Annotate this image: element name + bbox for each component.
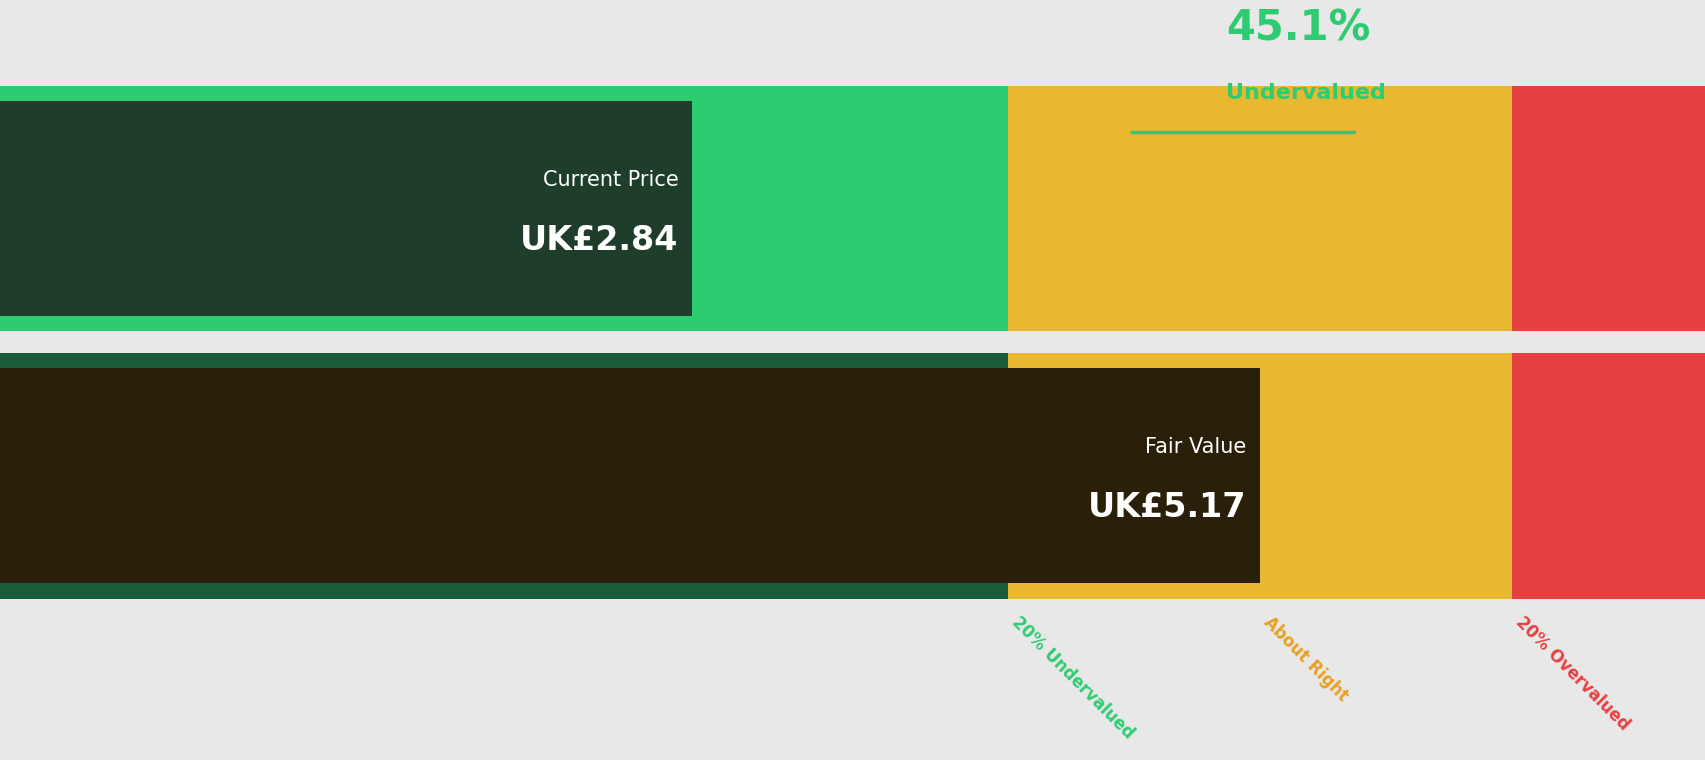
Bar bbox=[0, 86, 1008, 331]
Text: 45.1%: 45.1% bbox=[1226, 8, 1369, 49]
Text: Current Price: Current Price bbox=[542, 170, 679, 190]
Bar bbox=[1008, 86, 1260, 331]
Bar bbox=[1008, 353, 1260, 599]
Bar bbox=[1260, 86, 1511, 331]
Bar bbox=[0, 369, 1260, 583]
Bar bbox=[0, 101, 692, 315]
Bar bbox=[0, 353, 1008, 599]
Text: 20% Overvalued: 20% Overvalued bbox=[1511, 613, 1632, 733]
Text: About Right: About Right bbox=[1260, 613, 1350, 705]
Bar bbox=[1260, 353, 1511, 599]
Text: Undervalued: Undervalued bbox=[1226, 83, 1384, 103]
Bar bbox=[1511, 353, 1705, 599]
Text: 20% Undervalued: 20% Undervalued bbox=[1008, 613, 1137, 743]
Text: UK£2.84: UK£2.84 bbox=[520, 224, 679, 257]
Text: UK£5.17: UK£5.17 bbox=[1088, 491, 1246, 524]
Text: Fair Value: Fair Value bbox=[1144, 437, 1246, 458]
Bar bbox=[1511, 86, 1705, 331]
